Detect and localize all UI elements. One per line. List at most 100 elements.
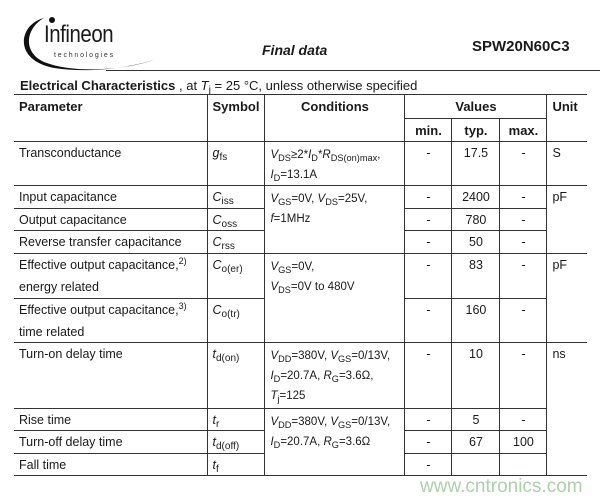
parameter-cell: Effective output capacitance,3) time rela… bbox=[14, 298, 208, 343]
symbol-subscript: d(on) bbox=[215, 353, 240, 364]
watermark: www.cntronics.com bbox=[420, 476, 583, 497]
condition-part: DD bbox=[278, 419, 292, 430]
tj-sub: j bbox=[208, 85, 211, 97]
min-value: - bbox=[404, 141, 453, 186]
section-cond-prefix: , at bbox=[175, 78, 201, 93]
max-value: - bbox=[499, 208, 547, 231]
condition-line: VDD=380V, VGS=0/13V, bbox=[270, 412, 399, 432]
table-row: Effective output capacitance,2) energy re… bbox=[14, 253, 587, 343]
header-min: min. bbox=[404, 118, 453, 142]
symbol-cell: Co(tr) bbox=[206, 298, 266, 343]
max-value: - bbox=[499, 253, 548, 299]
condition-part: V bbox=[270, 261, 279, 273]
conditions-cell: VDS≥2*ID*RDS(on)max, ID=13.1A bbox=[264, 141, 406, 186]
parameter-name: Effective output capacitance, bbox=[19, 303, 179, 317]
table-row: Input capacitance Ciss VGS=0V, VDS=25V, f=1… bbox=[14, 185, 587, 254]
max-value: - bbox=[499, 408, 547, 431]
parameter-name: Transconductance bbox=[19, 146, 122, 160]
typ-value: 5 bbox=[451, 408, 501, 431]
condition-part: DS bbox=[278, 284, 291, 295]
symbol-base: C bbox=[212, 213, 222, 227]
condition-part: =20.7A, bbox=[280, 436, 324, 448]
typ-value: 50 bbox=[451, 230, 501, 254]
condition-part: G bbox=[331, 373, 339, 384]
part-number: SPW20N60C3 bbox=[472, 38, 570, 55]
parameter-name: Turn-on delay time bbox=[19, 347, 123, 361]
symbol-base: t bbox=[212, 347, 216, 361]
max-value bbox=[499, 453, 547, 476]
condition-part: V bbox=[270, 193, 279, 205]
parameter-name: Fall time bbox=[19, 458, 67, 472]
min-value: - bbox=[404, 298, 453, 343]
typ-value: 67 bbox=[451, 430, 501, 454]
parameter-cell: Turn-on delay time bbox=[14, 342, 208, 409]
condition-line: VDS=0V to 480V bbox=[270, 277, 399, 297]
unit-cell: pF bbox=[546, 253, 587, 343]
parameter-name: Rise time bbox=[19, 413, 72, 427]
condition-part: , bbox=[377, 149, 381, 161]
symbol-subscript: f bbox=[215, 464, 219, 475]
condition-part: R bbox=[323, 436, 332, 448]
parameter-name: Input capacitance bbox=[19, 190, 117, 204]
condition-part: D bbox=[273, 439, 281, 450]
min-value: - bbox=[404, 230, 453, 254]
typ-value: 10 bbox=[451, 342, 501, 409]
condition-line: VDD=380V, VGS=0/13V, bbox=[270, 346, 399, 366]
max-value: - bbox=[499, 298, 547, 343]
document-status: Final data bbox=[262, 42, 328, 58]
condition-part: =0/13V, bbox=[351, 416, 391, 428]
symbol-subscript: rss bbox=[221, 241, 235, 252]
symbol-subscript: r bbox=[215, 419, 220, 430]
parameter-name: Reverse transfer capacitance bbox=[19, 235, 182, 249]
section-cond-rest: = 25 °C, unless otherwise specified bbox=[210, 78, 418, 93]
typ-value: 83 bbox=[451, 253, 501, 299]
condition-part: GS bbox=[338, 353, 352, 364]
symbol-base: C bbox=[212, 303, 222, 317]
condition-part: GS bbox=[278, 264, 292, 275]
condition-part: D bbox=[273, 172, 281, 183]
table-row: Fall time tf - bbox=[14, 453, 587, 476]
condition-part: I bbox=[270, 169, 274, 181]
condition-part: DS bbox=[278, 152, 291, 163]
parameter-cell: Transconductance bbox=[14, 141, 208, 186]
condition-part: D bbox=[311, 152, 318, 163]
condition-part: j bbox=[277, 393, 280, 404]
condition-part: =13.1A bbox=[280, 169, 318, 181]
header-unit: Unit bbox=[546, 94, 587, 142]
condition-part: V bbox=[330, 350, 339, 362]
header-typ: typ. bbox=[451, 118, 501, 142]
table-row: Transconductance gfs VDS≥2*ID*RDS(on)max, I… bbox=[14, 141, 587, 186]
condition-line: VGS=0V, bbox=[270, 257, 399, 277]
min-value: - bbox=[404, 208, 453, 231]
conditions-cell: VGS=0V, VDS=25V, f=1MHz bbox=[264, 185, 406, 254]
condition-part: =3.6Ω bbox=[338, 436, 371, 448]
condition-line: VDS≥2*ID*RDS(on)max, bbox=[270, 145, 399, 165]
condition-part: V bbox=[330, 416, 339, 428]
condition-part: G bbox=[331, 439, 339, 450]
symbol-base: C bbox=[212, 235, 222, 249]
symbol-cell: td(off) bbox=[206, 430, 266, 454]
header-values: Values bbox=[404, 94, 548, 119]
symbol-subscript: fs bbox=[219, 152, 228, 163]
symbol-base: C bbox=[212, 190, 222, 204]
logo-swoosh-icon bbox=[23, 17, 154, 71]
header-symbol: Symbol bbox=[206, 94, 266, 142]
conditions-cell: VDD=380V, VGS=0/13V, ID=20.7A, RG=3.6Ω bbox=[264, 408, 406, 476]
condition-part: V bbox=[270, 149, 279, 161]
parameter-cell: Input capacitance bbox=[14, 185, 208, 209]
typ-value: 160 bbox=[451, 298, 501, 343]
min-value: - bbox=[404, 342, 453, 409]
parameter-cell: Rise time bbox=[14, 408, 208, 431]
condition-part: V bbox=[317, 193, 326, 205]
condition-part: R bbox=[323, 370, 332, 382]
condition-line: Tj=125 bbox=[270, 386, 399, 406]
symbol-base: g bbox=[212, 146, 220, 160]
condition-part: GS bbox=[278, 196, 292, 207]
condition-part: =380V, bbox=[291, 416, 331, 428]
table-row: Rise time tr VDD=380V, VGS=0/13V, ID=20.7A,… bbox=[14, 408, 587, 476]
condition-part: T bbox=[270, 390, 278, 402]
min-value: - bbox=[404, 430, 453, 454]
min-value: - bbox=[404, 453, 453, 476]
table-row: Turn-off delay time td(off) -67 100 bbox=[14, 430, 587, 454]
symbol-cell: tr bbox=[206, 408, 266, 431]
